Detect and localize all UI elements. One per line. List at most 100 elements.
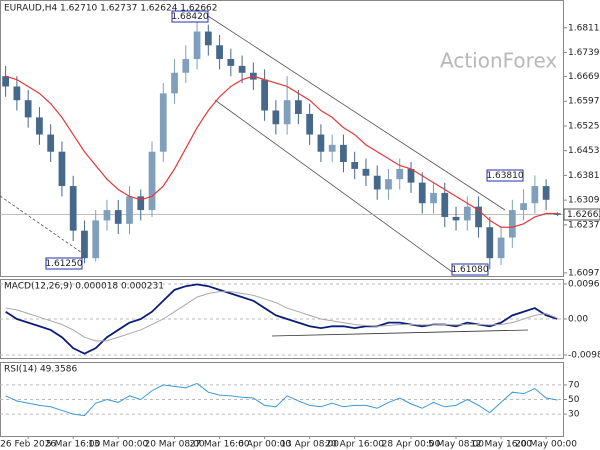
main-frame <box>0 0 564 277</box>
y-tick-label: 1.66690 <box>568 72 600 82</box>
candle-body <box>272 110 280 125</box>
moving-average <box>5 75 558 228</box>
annotation: 1.63810 <box>486 169 524 182</box>
candle-body <box>475 206 482 228</box>
x-tick-label: 26 Feb 2026 <box>0 440 56 450</box>
candle-body <box>69 186 77 231</box>
candle-body <box>227 59 235 66</box>
candle-body <box>373 175 381 190</box>
candle-body <box>171 72 178 94</box>
candle-body <box>81 230 88 259</box>
watermark: ActionForex <box>440 49 557 73</box>
series-line <box>5 283 558 355</box>
y-tick-label: 1.64530 <box>568 146 600 156</box>
candle-body <box>430 192 437 204</box>
annotation: 1.61250 <box>45 257 83 270</box>
series-line <box>5 291 558 342</box>
y-tick-label: 1.68110 <box>568 23 600 33</box>
candle-body <box>92 220 100 259</box>
candle-body <box>340 144 347 163</box>
candle-body <box>148 151 156 211</box>
x-tick-label: 6 Apr 00:00 <box>238 440 291 450</box>
y-tick-label: 1.65250 <box>568 121 600 131</box>
candle-body <box>103 210 111 221</box>
candle-body <box>182 59 190 73</box>
y-tick-label: 70 <box>568 380 580 390</box>
candle-body <box>351 162 359 169</box>
annotation-label: 1.63810 <box>486 171 523 181</box>
chart-title: EURAUD,H4 1.62710 1.62737 1.62624 1.6266… <box>4 4 218 14</box>
x-tick-label: 12 May 16:00 <box>470 440 532 450</box>
y-tick-label: -0.009892 <box>568 351 600 361</box>
x-tick-label: 28 Apr 00:00 <box>382 440 441 450</box>
current-price-label: 1.62662 <box>567 210 600 220</box>
annotation-label: 1.61080 <box>451 265 488 275</box>
candle-body <box>531 186 539 204</box>
candle-body <box>407 168 415 183</box>
annotation: 1.61080 <box>451 263 489 276</box>
candle-body <box>362 168 370 176</box>
x-tick-label: 5 Mar 16:00 <box>46 440 101 450</box>
x-tick-label: 13 Apr 08:00 <box>280 440 339 450</box>
trend-line <box>0 195 86 256</box>
y-tick-label: 1.60970 <box>568 268 600 278</box>
channel-lower <box>214 99 456 275</box>
y-tick-label: 50 <box>568 395 580 405</box>
current-price-box: 1.62662 <box>563 208 600 221</box>
x-tick-label: 20 Mar 08:00 <box>144 440 204 450</box>
candle-body <box>452 216 460 221</box>
candle-body <box>520 203 527 211</box>
y-tick-label: 0.009618 <box>568 279 600 289</box>
annotation: 1.68420 <box>171 10 209 23</box>
candle-body <box>542 186 550 200</box>
candle-body <box>295 100 302 114</box>
y-tick-label: 1.63090 <box>568 196 600 206</box>
x-tick-label: 20 Apr 16:00 <box>325 440 384 450</box>
annotation-label: 1.68420 <box>171 12 208 22</box>
candle-body <box>328 144 336 152</box>
y-tick-label: 1.65970 <box>568 97 600 107</box>
candle-body <box>216 45 223 60</box>
candle-body <box>58 151 66 187</box>
annotation-label: 1.61250 <box>45 259 82 269</box>
candle-body <box>13 86 21 101</box>
candle-body <box>283 100 291 125</box>
candle-body <box>317 134 325 152</box>
y-tick-label: 0.00 <box>568 315 588 325</box>
candle-body <box>385 179 392 190</box>
candle-body <box>159 93 167 152</box>
candle-body <box>47 134 55 152</box>
macd-title: MACD(12,26,9) 0.000018 0.000231 <box>4 282 164 292</box>
candle-body <box>497 237 505 259</box>
candle-body <box>137 196 145 211</box>
candle-body <box>261 79 268 111</box>
x-tick-label: 13 Mar 00:00 <box>88 440 148 450</box>
candle-body <box>418 182 426 204</box>
candle-body <box>36 117 43 135</box>
series-line <box>5 382 558 417</box>
candle-body <box>441 192 449 217</box>
candle-body <box>193 31 201 60</box>
y-tick-label: 1.62370 <box>568 220 600 230</box>
macd-trend-line <box>271 329 529 337</box>
candle-body <box>24 100 32 118</box>
candle-body <box>508 210 516 238</box>
x-tick-label: 27 Mar 16:00 <box>190 440 250 450</box>
candle-body <box>126 196 133 224</box>
rsi-title: RSI(14) 49.3586 <box>4 365 77 375</box>
x-tick-label: 5 May 08:00 <box>428 440 484 450</box>
candle-body <box>114 210 122 224</box>
candle-body <box>463 206 471 221</box>
y-tick-label: 1.67390 <box>568 48 600 58</box>
candle-body <box>2 76 10 87</box>
channel-upper <box>204 13 506 211</box>
x-tick-label: 20 May 00:00 <box>515 440 577 450</box>
candle-body <box>486 227 494 259</box>
candle-body <box>396 168 404 180</box>
candle-body <box>306 113 314 135</box>
y-tick-label: 1.63810 <box>568 171 600 181</box>
y-tick-label: 30 <box>568 410 580 420</box>
candle-body <box>204 31 212 46</box>
